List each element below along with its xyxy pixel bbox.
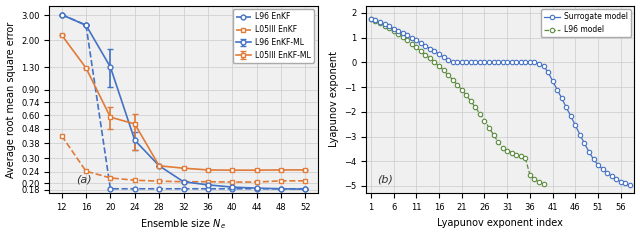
L96 model [522,157,529,160]
L96 model [535,181,543,184]
L96 model [472,106,479,109]
Surrogate model [367,18,374,20]
L96 model [540,183,547,186]
Legend: Surrogate model, L96 model: Surrogate model, L96 model [541,9,630,37]
L96 model [435,65,443,68]
Y-axis label: Average root mean square error: Average root mean square error [6,21,15,178]
Line: L05III EnKF: L05III EnKF [60,133,308,184]
L96 model [517,155,525,158]
L96 EnKF [253,187,260,190]
L96 EnKF [58,13,65,16]
L96 model [490,133,497,136]
L96 EnKF [156,187,163,190]
L96 model [440,69,447,72]
L96 model [390,30,397,32]
L96 model [403,39,411,42]
L96 EnKF [106,187,114,190]
L96 EnKF [131,187,139,190]
L96 model [385,27,393,30]
L96 EnKF [180,187,188,190]
L96 model [504,149,511,152]
Surrogate model [431,50,438,53]
L96 model [426,57,434,60]
L96 model [444,73,452,76]
L96 model [408,42,415,45]
L96 model [526,173,534,176]
L05III EnKF [156,180,163,182]
Legend: L96 EnKF, L05III EnKF, L96 EnKF-ML, L05III EnKF-ML: L96 EnKF, L05III EnKF, L96 EnKF-ML, L05I… [233,9,314,63]
L05III EnKF [106,177,114,179]
L05III EnKF [301,179,309,182]
L05III EnKF [58,134,65,137]
L96 model [422,53,429,56]
L96 model [508,151,516,154]
Line: L96 model: L96 model [369,17,546,187]
Text: (a): (a) [76,174,92,184]
L96 model [372,19,380,22]
Surrogate model [617,180,625,183]
L96 model [494,141,502,143]
Line: L96 EnKF: L96 EnKF [60,12,308,191]
L96 model [453,83,461,86]
L96 EnKF [277,187,285,190]
L96 model [458,88,466,91]
L96 model [399,36,406,39]
L96 model [449,78,456,81]
L05III EnKF [204,180,212,183]
L96 model [381,24,388,27]
L96 model [463,94,470,97]
L05III EnKF [180,180,188,183]
Line: Surrogate model: Surrogate model [369,17,632,188]
L05III EnKF [82,170,90,173]
Y-axis label: Lyapunov exponent: Lyapunov exponent [329,51,339,147]
Surrogate model [626,184,634,187]
Surrogate model [540,65,547,68]
Surrogate model [426,47,434,50]
L05III EnKF [228,181,236,183]
L96 model [413,46,420,49]
L05III EnKF [253,181,260,183]
L96 model [467,100,475,103]
L05III EnKF [131,179,139,182]
X-axis label: Lyapunov exponent index: Lyapunov exponent index [438,218,563,228]
L96 model [376,22,384,24]
Surrogate model [558,97,566,100]
X-axis label: Ensemble size $N_e$: Ensemble size $N_e$ [140,218,227,232]
L96 model [513,153,520,156]
L96 model [417,50,425,52]
Surrogate model [585,150,593,153]
L96 model [481,119,488,122]
L05III EnKF [277,179,285,182]
L96 EnKF [204,187,212,190]
L96 model [431,61,438,64]
L96 EnKF [301,187,309,190]
L96 EnKF [82,24,90,27]
L96 model [531,178,538,180]
L96 model [394,32,402,35]
L96 model [367,18,374,20]
L96 model [476,112,484,115]
L96 model [485,126,493,129]
L96 model [499,146,506,149]
L96 EnKF [228,187,236,190]
Text: (b): (b) [377,174,393,184]
